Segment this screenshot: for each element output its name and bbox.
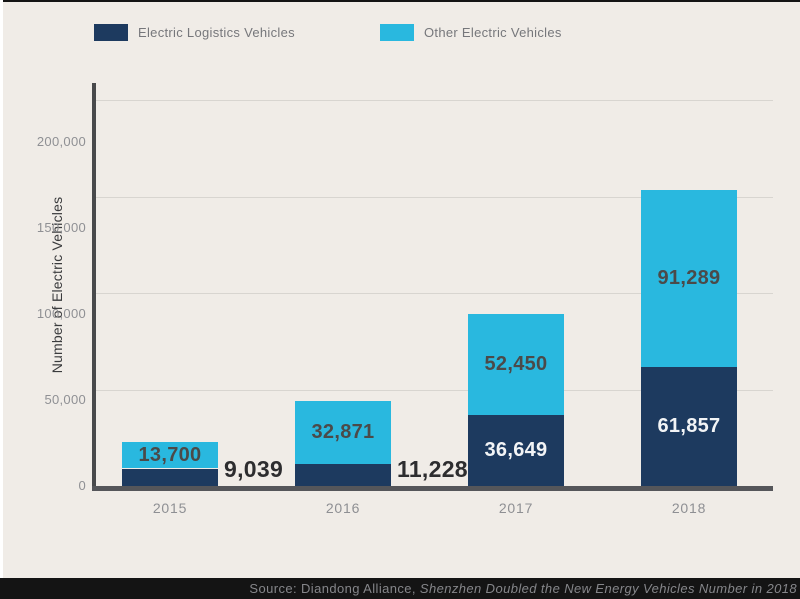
bar-segment-2016-other: 32,871 [295,400,391,465]
y-axis-tick-label: 100,000 [36,306,86,321]
y-axis-tick-label: 0 [78,478,86,493]
bar-value-label: 36,649 [484,439,548,462]
x-axis-label: 2016 [325,500,361,516]
bar-segment-2017-other: 52,450 [468,314,564,416]
source-text: Source: Diandong Alliance, Shenzhen Doub… [249,581,797,596]
gridline [96,100,773,101]
bar-value-label: 61,857 [657,414,721,437]
legend-swatch-icon [380,24,414,41]
x-axis-label: 2017 [498,500,534,516]
gridline [96,293,773,294]
y-axis-line [92,83,96,491]
source-bar: Source: Diandong Alliance, Shenzhen Doub… [0,578,800,599]
y-axis-tick-label: 50,000 [44,392,86,407]
bar-value-label: 9,039 [224,456,284,482]
gridline [96,390,773,391]
bar-segment-2018-logistics: 61,857 [641,366,737,486]
y-axis-tick-label: 150,000 [36,220,86,235]
bar-segment-2015-other: 13,700 [122,442,218,469]
bar-value-label: 32,871 [311,421,375,444]
bar-value-label: 11,228 [397,456,468,482]
legend: Electric Logistics Vehicles Other Electri… [0,0,800,60]
source-prefix: Source: Diandong Alliance, [249,581,420,596]
bar-segment-2016-logistics [295,464,391,486]
bar-value-label: 52,450 [484,353,548,376]
source-title: Shenzhen Doubled the New Energy Vehicles… [419,581,797,596]
bar-value-label: 13,700 [138,443,202,466]
x-axis-label: 2015 [152,500,188,516]
bar-segment-2015-logistics [122,468,218,486]
legend-label: Electric Logistics Vehicles [138,25,295,40]
legend-item: Other Electric Vehicles [380,24,562,41]
bar-segment-2017-logistics: 36,649 [468,415,564,486]
bar-segment-2018-other: 91,289 [641,190,737,367]
gridline [96,197,773,198]
top-border-line [3,0,800,2]
legend-item: Electric Logistics Vehicles [94,24,295,41]
x-axis-label: 2018 [671,500,707,516]
bar-value-label: 91,289 [657,266,721,289]
x-axis-line [92,486,773,491]
legend-label: Other Electric Vehicles [424,25,562,40]
legend-swatch-icon [94,24,128,41]
y-axis-tick-label: 200,000 [36,134,86,149]
